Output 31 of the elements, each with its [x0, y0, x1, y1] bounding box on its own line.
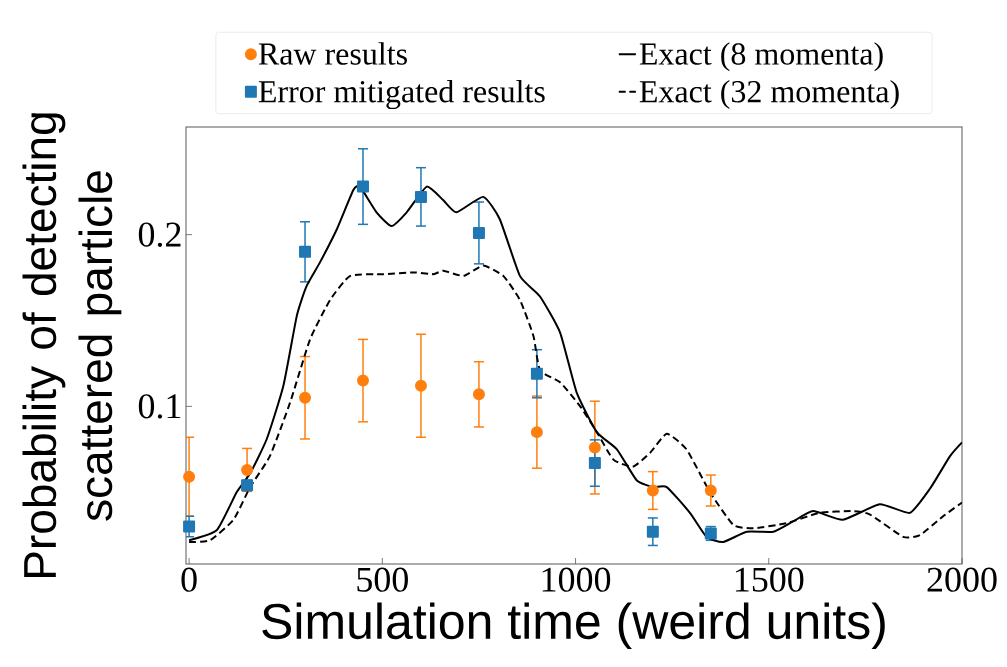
point: [472, 388, 485, 401]
y-tick-label: 0.1: [138, 394, 181, 419]
point: [472, 226, 485, 239]
x-tick-label: 500: [357, 567, 408, 592]
legend-label: Raw results: [258, 42, 407, 65]
point: [646, 484, 659, 497]
point: [357, 180, 369, 193]
point: [183, 520, 196, 533]
point: [299, 245, 312, 258]
point: [530, 367, 543, 380]
point: [414, 379, 427, 392]
legend-label: Error mitigated results: [258, 80, 545, 110]
x-tick-label: 2000: [927, 567, 997, 592]
x-axis-title: Simulation time (weird units): [262, 602, 885, 650]
x-tick-label: 0: [181, 567, 197, 592]
y-axis-title: Probability of detecting scattered particle: [22, 113, 122, 577]
point: [357, 374, 369, 387]
point: [414, 190, 427, 203]
point: [299, 391, 312, 404]
point: [183, 470, 196, 483]
point: [241, 463, 254, 476]
legend-label: Exact (32 momenta): [639, 80, 899, 109]
point: [588, 441, 601, 454]
point: [704, 484, 717, 497]
x-tick-label: 1000: [542, 567, 611, 592]
point: [646, 525, 659, 538]
y-tick-label: 0.2: [138, 222, 181, 247]
legend-label: Exact (8 momenta): [639, 42, 883, 72]
point: [530, 426, 543, 439]
point: [588, 457, 601, 470]
x-tick-label: 1500: [735, 567, 804, 592]
